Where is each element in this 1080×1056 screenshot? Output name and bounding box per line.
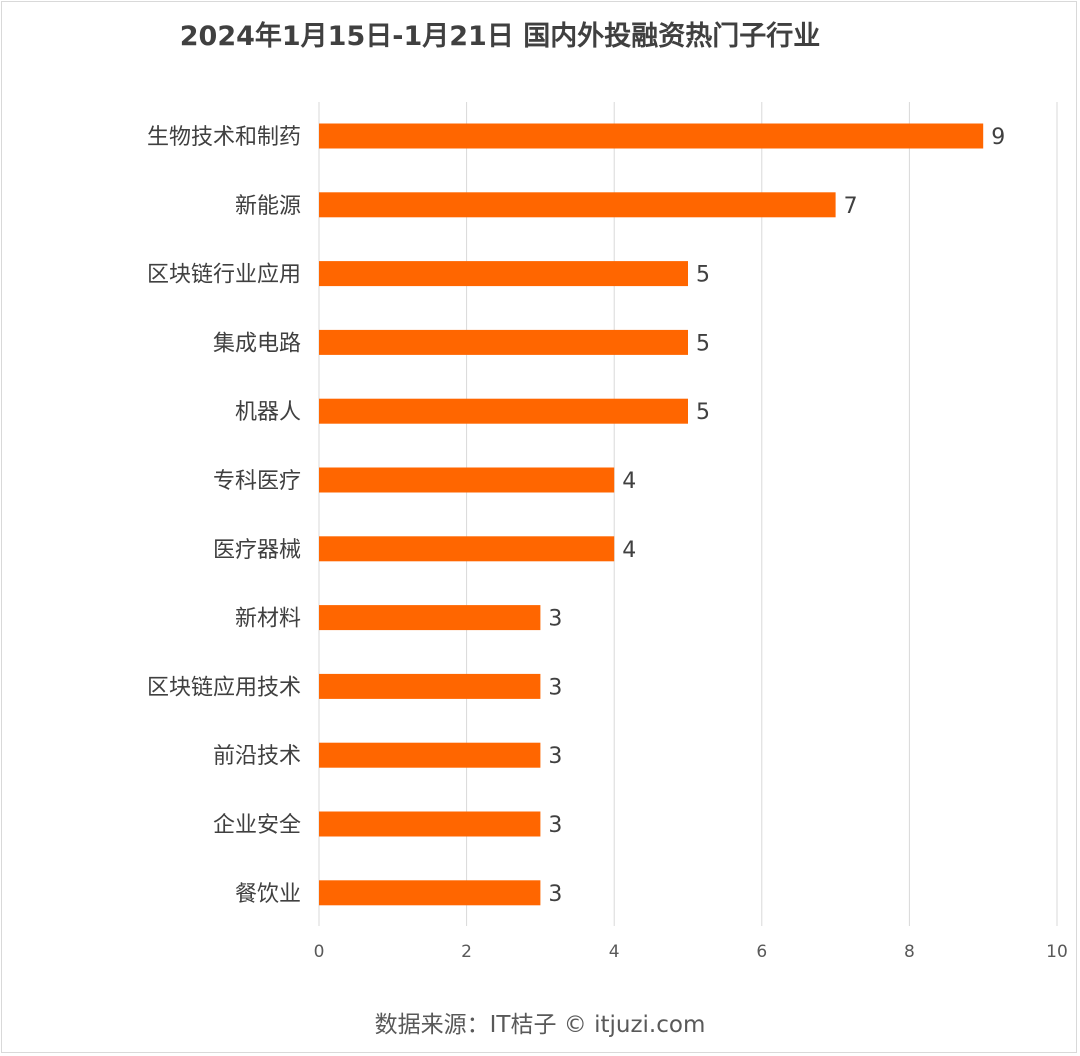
data-label: 7 [844,194,858,219]
x-tick-label: 0 [314,942,325,962]
chart-title: 2024年1月15日-1月21日 国内外投融资热门子行业 [179,21,821,52]
source-note: 数据来源：IT桔子 © itjuzi.com [374,1012,706,1038]
y-category-label: 餐饮业 [235,882,301,907]
y-category-label: 机器人 [235,400,301,425]
bar [319,261,688,287]
x-tick-label: 2 [461,942,472,962]
y-category-label: 新能源 [235,194,301,219]
y-category-label: 企业安全 [213,813,301,838]
bar [319,811,541,837]
y-category-label: 前沿技术 [213,744,301,769]
y-category-label: 新材料 [235,607,301,632]
y-category-label: 区块链应用技术 [147,675,301,700]
x-tick-label: 4 [609,942,620,962]
bar [319,673,541,699]
y-category-label: 医疗器械 [213,538,301,563]
data-label: 4 [622,538,636,563]
data-label: 9 [991,125,1005,150]
y-category-label: 生物技术和制药 [147,125,301,150]
y-category-label: 集成电路 [213,331,301,356]
bar [319,123,984,149]
data-label: 3 [548,607,562,632]
x-tick-label: 8 [904,942,915,962]
data-label: 4 [622,469,636,494]
data-label: 3 [548,813,562,838]
bar [319,605,541,631]
bar [319,192,836,218]
data-label: 5 [696,263,710,288]
y-category-label: 专科医疗 [213,469,301,494]
x-tick-label: 10 [1046,942,1068,962]
data-label: 5 [696,400,710,425]
bar [319,536,615,562]
bar [319,880,541,906]
bar [319,398,688,424]
data-label: 5 [696,331,710,356]
y-category-label: 区块链行业应用 [147,263,301,288]
bar [319,329,688,355]
data-label: 3 [548,744,562,769]
data-label: 3 [548,882,562,907]
x-tick-label: 6 [756,942,767,962]
bar [319,467,615,493]
bar [319,742,541,768]
data-label: 3 [548,675,562,700]
